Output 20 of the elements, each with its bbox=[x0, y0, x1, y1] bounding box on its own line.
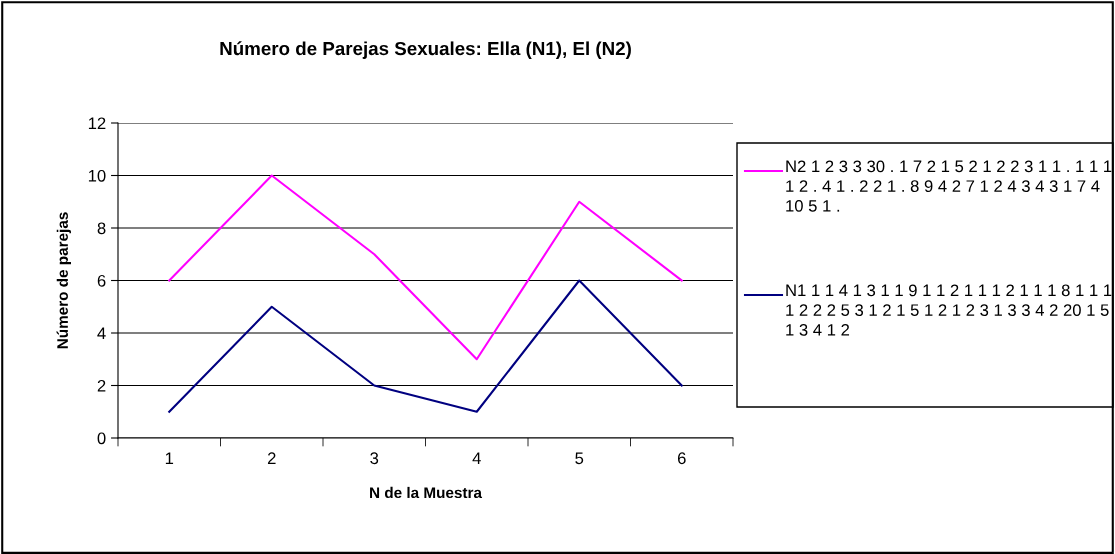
y-tick-label: 8 bbox=[97, 222, 106, 235]
y-tick-label: 2 bbox=[97, 379, 106, 392]
x-tick-label: 3 bbox=[370, 452, 379, 465]
y-tick-label: 6 bbox=[97, 274, 106, 287]
x-axis-title: N de la Muestra bbox=[370, 486, 483, 499]
x-tick-label: 4 bbox=[472, 452, 481, 464]
x-tick-label: 6 bbox=[677, 452, 686, 465]
x-tick-label: 5 bbox=[575, 452, 584, 465]
legend-label: N2 1 2 3 3 30 . 1 7 2 1 5 2 1 2 2 3 1 1 . 1 1 1 1 2 . 4 1 . 2 2 1 . 8 9 4 2 7 1 2 4 3 4 3 1 7 4 10 5 1 . bbox=[786, 160, 1112, 212]
legend-label: N1 1 1 4 1 3 1 1 9 1 1 2 1 1 1 2 1 1 1 8 1 1 1 1 2 2 2 5 3 1 2 1 5 1 2 1 2 3 1 3 3 4 2 20 1 5 1 3 4 1 2 bbox=[786, 284, 1112, 336]
x-tick-label: 2 bbox=[267, 452, 276, 464]
chart-title: Número de Parejas Sexuales: Ella (N1), El (N2) bbox=[220, 41, 631, 59]
y-axis-title: Número de parejas bbox=[56, 212, 71, 349]
y-tick-label: 12 bbox=[88, 117, 106, 130]
line-series bbox=[168, 279, 683, 413]
y-tick-label: 4 bbox=[97, 327, 106, 340]
line-series bbox=[168, 174, 683, 361]
y-tick-label: 0 bbox=[97, 432, 106, 445]
x-tick-label: 1 bbox=[165, 452, 174, 464]
y-tick-label: 10 bbox=[88, 169, 106, 182]
